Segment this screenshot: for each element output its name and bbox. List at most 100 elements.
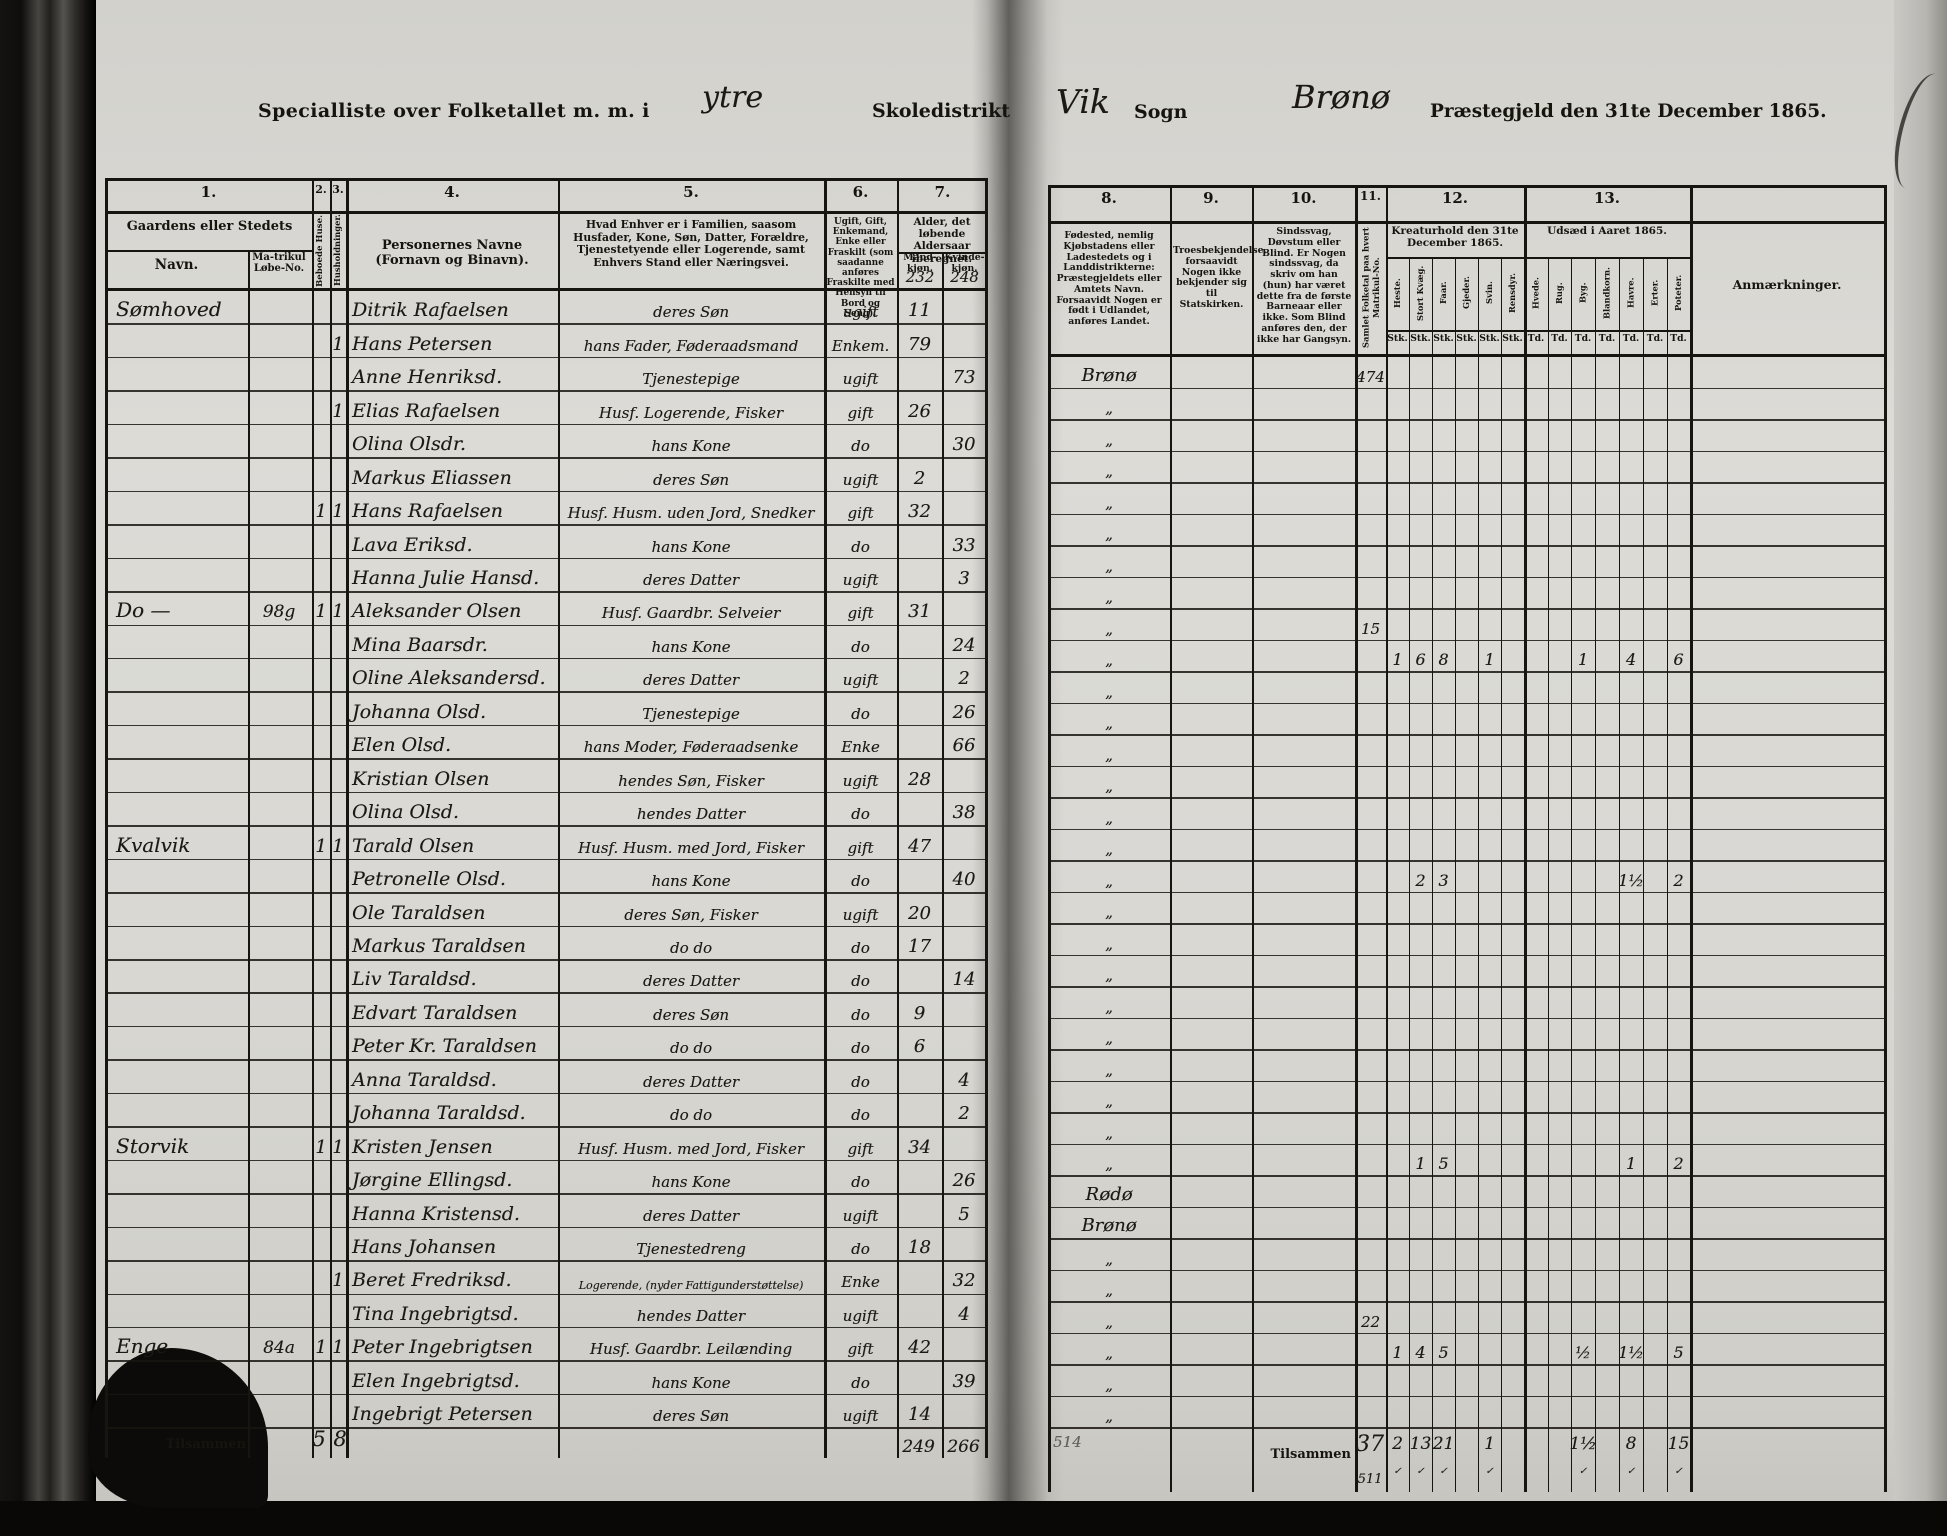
livestock-count: 6	[1415, 650, 1426, 669]
header-sowing-col: Blandkorn.	[1601, 267, 1612, 319]
birthplace: „	[1105, 1407, 1113, 1425]
grid-line	[1048, 354, 1887, 357]
column-number: 2.	[315, 183, 327, 196]
position: deres Datter	[642, 671, 740, 690]
marital-status: do	[851, 704, 870, 723]
person-name: Lava Eriksd.	[352, 533, 473, 556]
female-age: 24	[952, 634, 976, 656]
row-line	[1048, 513, 1884, 515]
male-age: 47	[908, 835, 931, 857]
grid-line	[105, 178, 988, 181]
grid-line	[824, 178, 827, 1458]
person-name: Hans Petersen	[352, 332, 493, 355]
female-age: 30	[952, 434, 976, 456]
farm-name: Storvik	[116, 1133, 190, 1158]
person-name: Mina Baarsdr.	[352, 633, 488, 656]
female-age: 2	[958, 668, 970, 690]
header-birthplace: Fødested, nemlig Kjøbstadens eller Lades…	[1056, 230, 1162, 328]
faint-tally: 514	[1053, 1433, 1082, 1451]
marital-status: do	[851, 1106, 870, 1125]
column-number: 9.	[1203, 189, 1219, 207]
position: Tjenestepige	[642, 704, 740, 723]
row-line	[1048, 1269, 1884, 1271]
male-age: 17	[908, 935, 931, 957]
marital-status: ugift	[842, 905, 879, 924]
grid-line	[1524, 186, 1527, 1492]
header-disabilities: Sindssvag, Døvstum eller Blind. Er Nogen…	[1256, 226, 1352, 345]
header-sowing-col: Erter.	[1649, 279, 1660, 307]
grid-line	[1455, 258, 1457, 1492]
unit-label: Stk.	[1479, 333, 1500, 344]
row-line	[105, 490, 988, 493]
row-line	[105, 1293, 988, 1295]
column-number: 7.	[934, 183, 951, 201]
position: deres Datter	[642, 1072, 740, 1091]
female-age: 26	[952, 701, 976, 723]
female-age: 40	[952, 869, 976, 891]
livestock-total: 2	[1392, 1434, 1403, 1454]
person-name: Kristen Jensen	[352, 1135, 493, 1158]
row-line	[1048, 1175, 1884, 1177]
grid-line	[330, 178, 332, 1458]
person-name: Beret Fredriksd.	[352, 1269, 512, 1292]
male-age: 42	[908, 1337, 931, 1359]
position: hendes Datter	[636, 805, 746, 824]
header-sowing-col: Poteter.	[1673, 274, 1684, 312]
sowing-total: 8	[1625, 1434, 1637, 1454]
grid-line	[1048, 186, 1051, 1492]
grid-line	[1432, 258, 1434, 1492]
marital-status: ugift	[842, 771, 879, 790]
sum-checkmark: ✓	[1485, 1466, 1494, 1477]
sum-checkmark: ✓	[1578, 1466, 1588, 1477]
row-line	[105, 1193, 988, 1195]
female-age: 4	[958, 1303, 970, 1325]
sowing-amount: 1	[1625, 1154, 1637, 1173]
grid-line	[1884, 186, 1887, 1492]
households-total: 8	[333, 1427, 347, 1451]
sowing-amount: 5	[1673, 1343, 1684, 1362]
column-number: 10.	[1290, 189, 1317, 207]
header-sowing-col: Hvede.	[1530, 277, 1541, 309]
livestock-count: 2	[1415, 870, 1426, 890]
header-matrikul: Ma-trikul Løbe-No.	[252, 252, 306, 274]
farm-name: Sømhoved	[116, 297, 222, 322]
birthplace: „	[1105, 840, 1113, 858]
position: Tjenestepige	[642, 370, 740, 389]
header-households: Husholdninger.	[332, 214, 343, 287]
livestock-total: 13	[1409, 1434, 1432, 1454]
row-line	[105, 858, 988, 861]
person-name: Hans Johansen	[352, 1236, 497, 1259]
matrikul-no: 98g	[262, 602, 296, 623]
grid-line	[346, 178, 349, 1458]
livestock-total: 1	[1484, 1434, 1495, 1454]
birthplace: „	[1105, 1123, 1113, 1142]
person-name: Anna Taraldsd.	[352, 1068, 497, 1091]
person-name: Hanna Kristensd.	[352, 1202, 520, 1225]
row-line	[105, 1260, 988, 1262]
row-line	[105, 524, 988, 526]
row-line	[105, 1360, 988, 1362]
person-name: Ditrik Rafaelsen	[352, 299, 509, 322]
birthplace: „	[1105, 934, 1113, 953]
grid-line	[1048, 185, 1887, 188]
header-female: Kvinde-kjøn.	[944, 252, 985, 274]
unit-label: Stk.	[1433, 333, 1454, 344]
matrikul-population: 15	[1360, 619, 1381, 638]
male-age: 18	[908, 1237, 931, 1259]
marital-status: do	[851, 437, 870, 456]
female-age: 38	[952, 802, 976, 824]
person-name: Jørgine Ellingsd.	[352, 1169, 513, 1192]
header-livestock-col: Gjeder.	[1461, 276, 1472, 310]
row-line	[105, 1059, 988, 1061]
person-name: Oline Aleksandersd.	[352, 667, 546, 690]
row-line	[105, 758, 988, 760]
position: hans Kone	[651, 637, 731, 656]
male-age: 34	[908, 1136, 931, 1158]
male-age: 11	[908, 300, 931, 322]
marital-status: do	[851, 637, 870, 656]
sowing-amount: ½	[1575, 1343, 1591, 1362]
header-livestock_title: Kreaturhold den 31te December 1865.	[1391, 225, 1519, 250]
position: do do	[669, 1106, 713, 1125]
female-total: 266	[947, 1437, 980, 1457]
column-number: 8.	[1101, 189, 1117, 207]
